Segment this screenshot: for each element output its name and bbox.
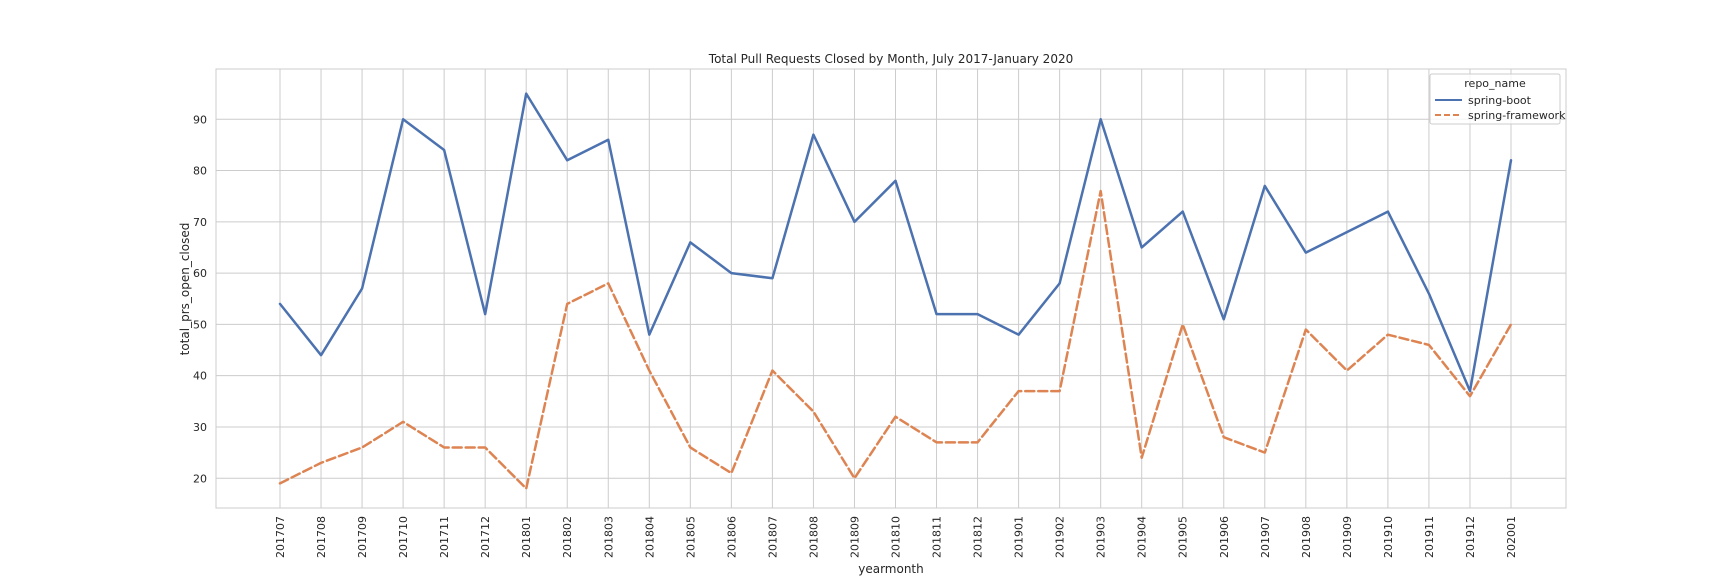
x-tick-label: 201803 xyxy=(602,516,615,558)
x-tick-label: 201909 xyxy=(1341,516,1354,558)
x-tick-label: 201809 xyxy=(848,516,861,558)
x-tick-label: 201912 xyxy=(1464,516,1477,558)
y-gridlines xyxy=(216,118,1566,479)
x-tick-label: 201806 xyxy=(725,516,738,558)
y-tick-label: 60 xyxy=(193,267,207,280)
y-tick-label: 90 xyxy=(193,113,207,126)
x-tick-label: 201910 xyxy=(1382,516,1395,558)
legend-label-spring-framework: spring-framework xyxy=(1468,109,1566,122)
y-tick-label: 70 xyxy=(193,216,207,229)
x-tick-label: 201808 xyxy=(807,516,820,558)
series-layer xyxy=(278,92,1513,490)
x-tick-label: 201911 xyxy=(1423,516,1436,558)
x-axis-title: yearmonth xyxy=(858,562,924,576)
y-tick-label: 50 xyxy=(193,318,207,331)
legend-label-spring-boot: spring-boot xyxy=(1468,94,1532,107)
x-tick-label: 201907 xyxy=(1259,516,1272,558)
x-tick-labels: 201707 201708 201709 201710 201711 201712 2018… xyxy=(274,516,1518,558)
x-tick-label: 201802 xyxy=(561,516,574,558)
legend: repo_name spring-boot spring-framework xyxy=(1429,73,1566,125)
x-tick-label: 201901 xyxy=(1013,516,1026,558)
x-tick-label: 201707 xyxy=(274,516,287,558)
x-tick-label: 201807 xyxy=(766,516,779,558)
x-tick-label: 201905 xyxy=(1177,516,1190,558)
x-tick-label: 202001 xyxy=(1505,516,1518,558)
legend-title: repo_name xyxy=(1464,77,1526,90)
x-tick-label: 201812 xyxy=(972,516,985,558)
x-tick-label: 201804 xyxy=(643,516,656,558)
y-tick-label: 20 xyxy=(193,472,207,485)
y-tick-label: 80 xyxy=(193,165,207,178)
y-tick-label: 30 xyxy=(193,421,207,434)
x-tick-label: 201712 xyxy=(479,516,492,558)
chart-title: Total Pull Requests Closed by Month, Jul… xyxy=(708,52,1073,66)
x-tick-label: 201801 xyxy=(520,516,533,558)
x-tick-label: 201709 xyxy=(356,516,369,558)
x-tick-label: 201710 xyxy=(397,516,410,558)
y-axis-title: total_prs_open_closed xyxy=(178,223,192,356)
legend-box xyxy=(1429,73,1561,125)
x-tick-label: 201805 xyxy=(684,516,697,558)
x-tick-label: 201711 xyxy=(438,516,451,558)
plot-area xyxy=(216,69,1566,508)
x-tick-label: 201708 xyxy=(315,516,328,558)
y-tick-label: 40 xyxy=(193,370,207,383)
x-tick-label: 201908 xyxy=(1300,516,1313,558)
y-tick-labels: 20 30 40 50 60 70 80 90 xyxy=(193,113,207,485)
x-tick-label: 201906 xyxy=(1218,516,1231,558)
plot-frame xyxy=(215,68,1567,509)
x-tick-label: 201902 xyxy=(1054,516,1067,558)
x-tick-label: 201811 xyxy=(931,516,944,558)
x-tick-label: 201810 xyxy=(890,516,903,558)
x-tick-label: 201903 xyxy=(1095,516,1108,558)
x-tick-label: 201904 xyxy=(1136,516,1149,558)
